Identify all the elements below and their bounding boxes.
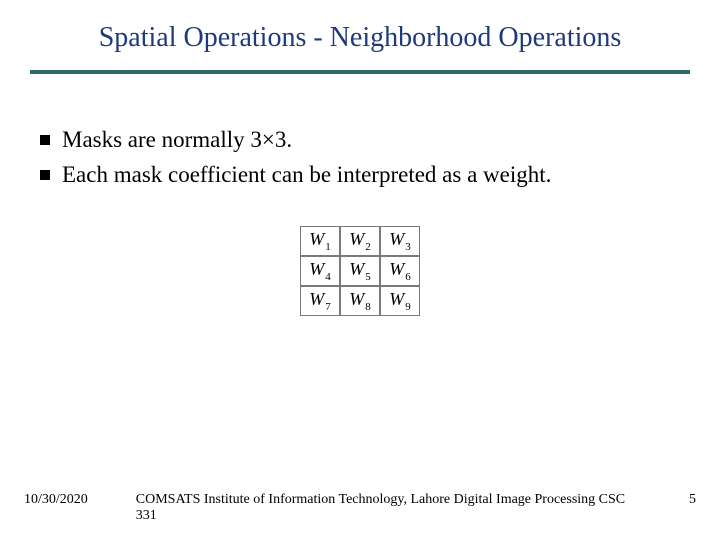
mask-cell: W6 [380, 256, 420, 286]
bullet-text: Each mask coefficient can be interpreted… [62, 161, 551, 190]
mask-cell: W1 [300, 226, 340, 256]
footer-date: 10/30/2020 [24, 492, 88, 508]
mask-cell: W2 [340, 226, 380, 256]
mask-cell: W4 [300, 256, 340, 286]
mask-index: 7 [325, 301, 331, 313]
mask-index: 2 [365, 241, 371, 253]
footer-institution: COMSATS Institute of Information Technol… [136, 492, 641, 524]
bullet-marker-icon [40, 135, 50, 145]
mask-symbol: W [309, 229, 324, 249]
mask-index: 6 [405, 271, 411, 283]
mask-table: W1 W2 W3 W4 W5 W6 W7 W8 W9 [300, 226, 420, 316]
mask-symbol: W [389, 229, 404, 249]
bullet-item: Each mask coefficient can be interpreted… [40, 161, 680, 190]
mask-cell: W5 [340, 256, 380, 286]
mask-symbol: W [349, 229, 364, 249]
slide-title: Spatial Operations - Neighborhood Operat… [0, 22, 720, 54]
mask-index: 9 [405, 301, 411, 313]
mask-grid: W1 W2 W3 W4 W5 W6 W7 W8 W9 [300, 226, 420, 316]
mask-symbol: W [349, 259, 364, 279]
slide-footer: 10/30/2020 COMSATS Institute of Informat… [24, 492, 696, 524]
footer-page-number: 5 [689, 492, 696, 508]
mask-symbol: W [349, 289, 364, 309]
mask-index: 8 [365, 301, 371, 313]
bullet-text: Masks are normally 3×3. [62, 126, 292, 155]
mask-index: 4 [325, 271, 331, 283]
mask-symbol: W [309, 289, 324, 309]
mask-index: 5 [365, 271, 371, 283]
mask-cell: W9 [380, 286, 420, 316]
title-underline [30, 70, 690, 74]
bullet-marker-icon [40, 170, 50, 180]
mask-symbol: W [309, 259, 324, 279]
mask-cell: W8 [340, 286, 380, 316]
mask-index: 1 [325, 241, 331, 253]
bullet-item: Masks are normally 3×3. [40, 126, 680, 155]
mask-symbol: W [389, 259, 404, 279]
mask-cell: W3 [380, 226, 420, 256]
mask-cell: W7 [300, 286, 340, 316]
mask-index: 3 [405, 241, 411, 253]
slide: Spatial Operations - Neighborhood Operat… [0, 0, 720, 540]
bullet-list: Masks are normally 3×3. Each mask coeffi… [40, 126, 680, 196]
mask-symbol: W [389, 289, 404, 309]
